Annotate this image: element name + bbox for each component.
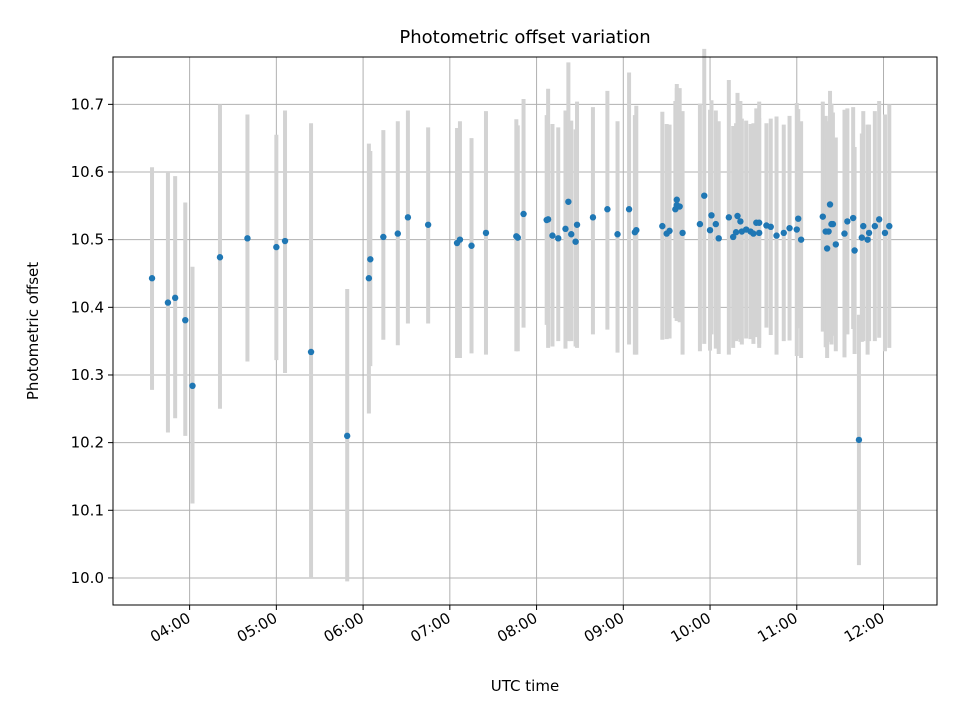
data-point (755, 229, 763, 237)
data-point (679, 229, 686, 237)
data-point (795, 215, 802, 222)
y-tick-label: 10.3 (71, 366, 104, 384)
y-axis-ticks: 10.0 10.1 10.2 10.3 10.4 10.5 10.6 10.7 (71, 95, 113, 587)
data-point (604, 206, 611, 213)
data-point (841, 230, 848, 237)
data-point (755, 219, 763, 226)
data-point (468, 242, 475, 249)
data-point (520, 210, 527, 218)
data-point (696, 220, 704, 228)
data-point (864, 236, 871, 243)
data-point (380, 233, 387, 241)
data-point (281, 237, 289, 245)
data-points (148, 192, 893, 444)
y-tick-label: 10.2 (71, 434, 104, 452)
data-point (793, 226, 800, 233)
data-point (614, 231, 621, 238)
data-point (786, 224, 793, 232)
data-point (365, 275, 373, 282)
y-tick-label: 10.4 (71, 298, 104, 316)
data-point (849, 214, 857, 222)
data-point (881, 229, 889, 237)
data-point (886, 222, 893, 230)
y-tick-label: 10.5 (71, 231, 104, 249)
data-point (750, 230, 757, 237)
data-point (858, 234, 866, 241)
data-point (715, 235, 722, 242)
data-point (573, 221, 581, 228)
data-point (565, 198, 572, 205)
data-point (676, 203, 683, 210)
y-tick-label: 10.0 (71, 569, 104, 587)
data-point (244, 235, 251, 242)
data-point (343, 432, 351, 440)
data-point (562, 225, 569, 233)
data-point (860, 222, 867, 230)
data-point (673, 196, 680, 203)
data-point (148, 275, 156, 282)
data-point (712, 220, 720, 228)
data-point (708, 212, 715, 219)
data-point (216, 254, 224, 261)
data-point (482, 229, 490, 237)
y-axis-label: Photometric offset (24, 262, 42, 400)
chart-title: Photometric offset variation (399, 27, 650, 48)
data-point (825, 228, 832, 235)
data-point (424, 221, 432, 228)
data-point (773, 232, 780, 239)
data-point (780, 229, 787, 237)
y-tick-label: 10.1 (71, 501, 104, 519)
y-tick-label: 10.6 (71, 163, 104, 181)
data-point (659, 222, 666, 230)
data-point (555, 235, 562, 242)
data-point (171, 294, 179, 302)
data-point (164, 299, 172, 306)
data-point (819, 213, 826, 220)
x-axis-label: UTC time (491, 677, 559, 695)
data-point (823, 245, 831, 252)
data-point (767, 223, 774, 231)
data-point (367, 256, 374, 263)
data-point (725, 214, 733, 221)
data-point (732, 229, 740, 236)
data-point (273, 243, 280, 251)
data-point (514, 234, 521, 241)
data-point (797, 236, 805, 243)
y-tick-label: 10.7 (71, 95, 104, 113)
data-point (865, 229, 873, 237)
data-point (737, 218, 744, 225)
data-point (701, 192, 708, 199)
data-point (182, 316, 189, 324)
data-point (734, 212, 741, 220)
data-point (851, 247, 858, 254)
data-point (544, 216, 552, 223)
data-point (456, 236, 464, 243)
data-point (307, 348, 315, 356)
data-point (829, 220, 837, 228)
data-point (189, 382, 196, 389)
data-point (568, 231, 575, 238)
plot-frame (112, 56, 938, 606)
data-point (871, 222, 879, 230)
data-point (404, 214, 412, 221)
data-point (832, 241, 840, 248)
data-point (706, 226, 714, 234)
data-point (729, 233, 737, 241)
data-point (633, 226, 640, 234)
data-point (875, 216, 883, 223)
data-point (844, 218, 851, 225)
data-point (394, 230, 401, 237)
data-point (826, 201, 834, 208)
data-point (549, 232, 556, 239)
data-point (625, 206, 633, 213)
data-point (666, 227, 673, 235)
data-point (572, 238, 579, 245)
data-point (855, 436, 863, 444)
data-point (589, 214, 597, 221)
